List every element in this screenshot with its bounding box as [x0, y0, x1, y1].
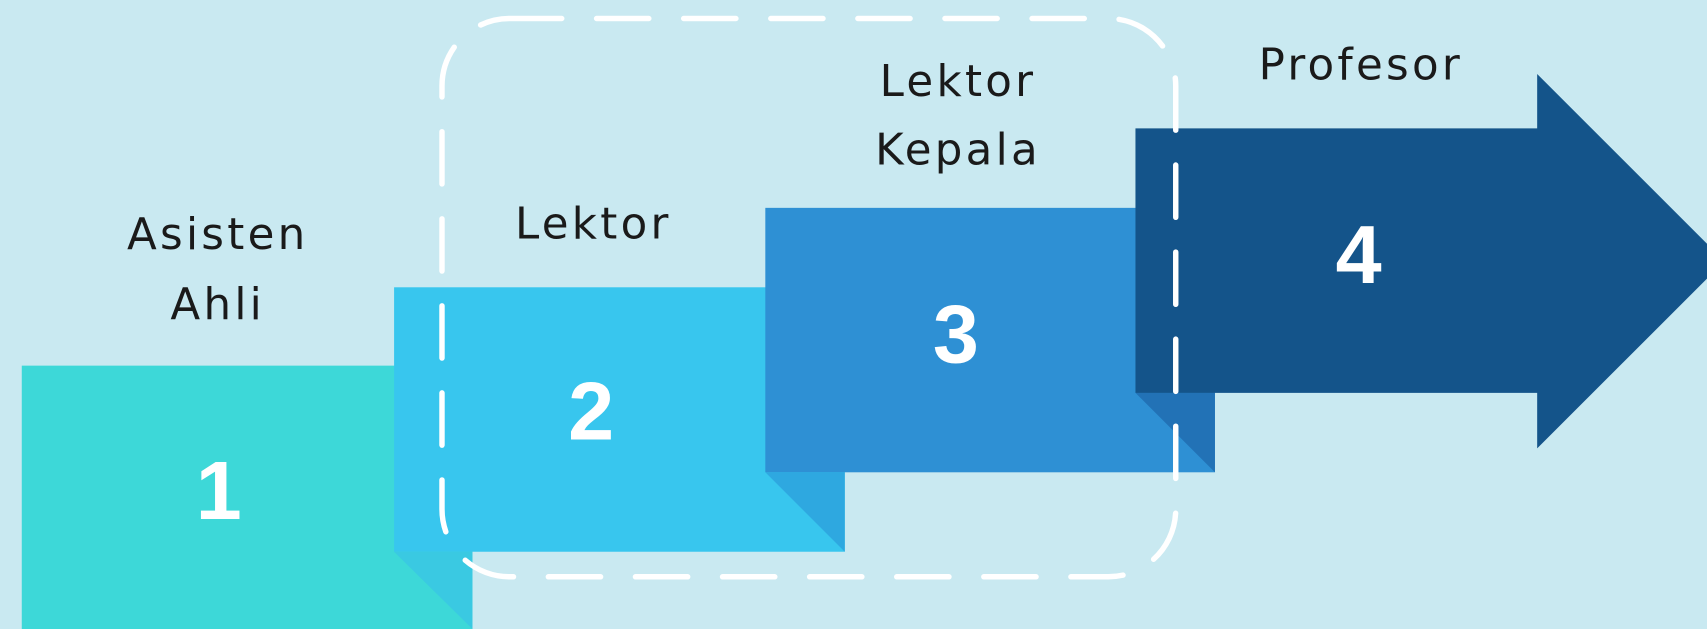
step-label: Kepala	[875, 125, 1041, 175]
step-number: 1	[196, 444, 242, 537]
step-3-fold	[765, 472, 845, 552]
step-label: Ahli	[170, 280, 265, 330]
step-label: Profesor	[1259, 40, 1463, 90]
step-label: Lektor	[880, 57, 1037, 107]
step-number: 2	[568, 365, 614, 458]
step-4-arrow	[1135, 74, 1707, 449]
step-label: Lektor	[515, 199, 672, 249]
step-2-fold	[394, 551, 473, 629]
step-number: 4	[1336, 208, 1382, 301]
highlight-frame	[439, 15, 1179, 580]
step-label: Asisten	[127, 210, 309, 260]
step-number: 3	[933, 287, 979, 380]
